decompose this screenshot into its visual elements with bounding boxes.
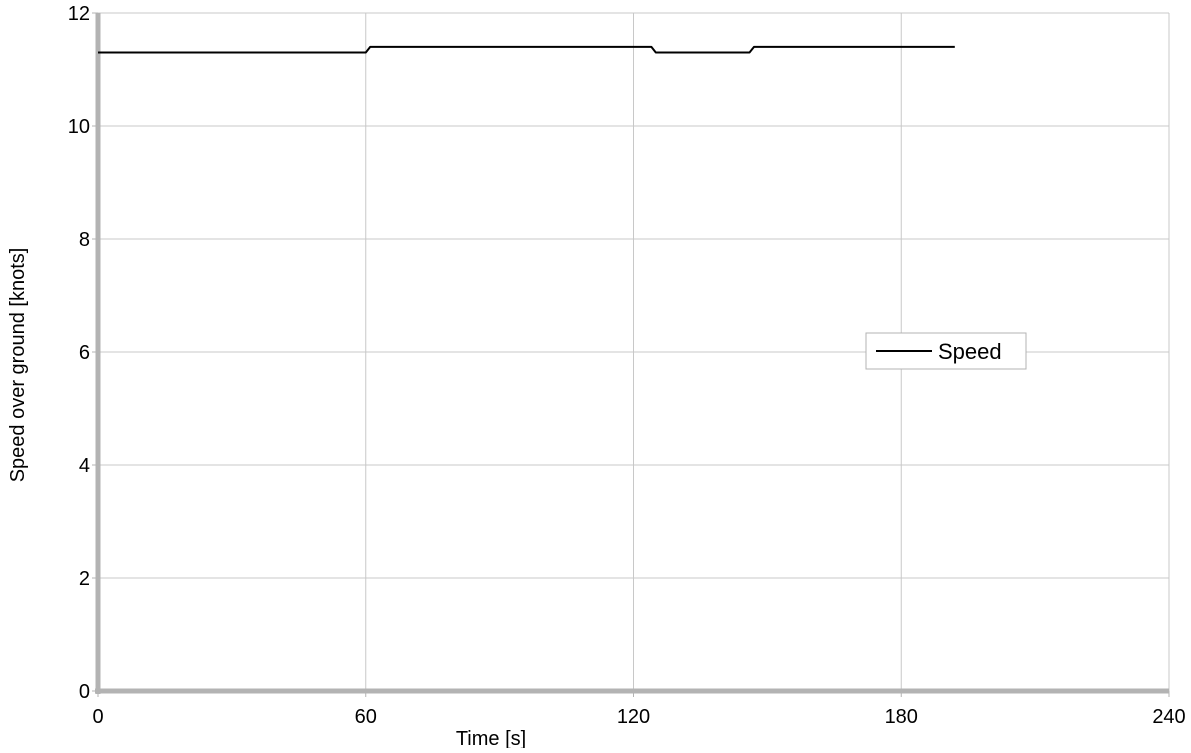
y-tick-label: 10 bbox=[68, 116, 90, 138]
y-tick-label: 8 bbox=[79, 229, 90, 251]
x-tick-label: 120 bbox=[617, 706, 650, 728]
y-axis-title: Speed over ground [knots] bbox=[7, 248, 29, 483]
x-tick-label: 60 bbox=[355, 706, 377, 728]
x-tick-label: 0 bbox=[92, 706, 103, 728]
gridlines bbox=[98, 12, 1170, 691]
y-tick-label: 4 bbox=[79, 455, 90, 477]
x-tick-label: 180 bbox=[885, 706, 918, 728]
legend-label: Speed bbox=[938, 339, 1002, 364]
legend: Speed bbox=[865, 332, 1027, 370]
y-tick-label: 0 bbox=[79, 681, 90, 703]
y-tick-label: 2 bbox=[79, 568, 90, 590]
x-axis-title: Time [s] bbox=[456, 728, 526, 748]
y-tick-label: 6 bbox=[79, 342, 90, 364]
y-tick-label: 12 bbox=[68, 3, 90, 25]
x-tick-label: 240 bbox=[1152, 706, 1185, 728]
series-line-speed bbox=[98, 45, 955, 54]
series-lines bbox=[98, 45, 955, 54]
